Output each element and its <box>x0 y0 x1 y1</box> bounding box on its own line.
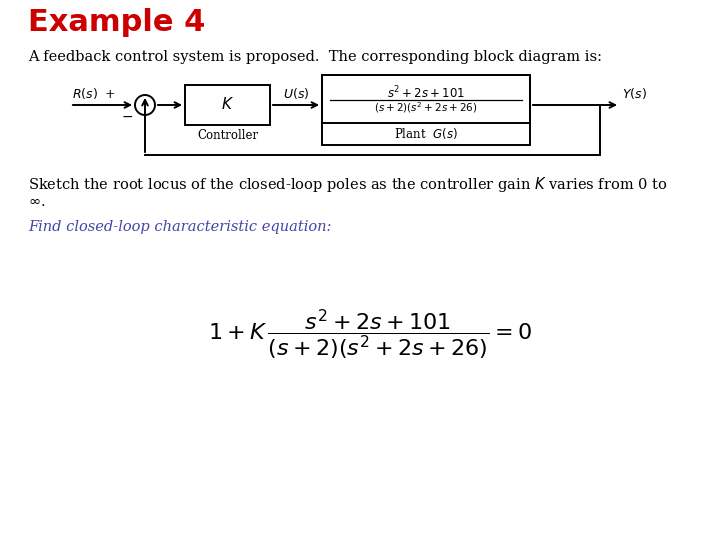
Text: $K$: $K$ <box>221 96 234 112</box>
Text: $-$: $-$ <box>121 109 133 123</box>
Text: $U(s)$: $U(s)$ <box>283 86 309 101</box>
Text: Plant  $G(s)$: Plant $G(s)$ <box>394 126 458 141</box>
Text: $(s+2)(s^2+2s+26)$: $(s+2)(s^2+2s+26)$ <box>374 100 478 116</box>
Text: $R(s)$  +: $R(s)$ + <box>72 86 116 101</box>
Text: $s^2+2s+101$: $s^2+2s+101$ <box>387 85 465 102</box>
Text: Sketch the root locus of the closed-loop poles as the controller gain $K$ varies: Sketch the root locus of the closed-loop… <box>28 175 667 194</box>
Bar <box>185 85 270 125</box>
Text: $1+K\,\dfrac{s^2+2s+101}{(s+2)(s^2+2s+26)}=0$: $1+K\,\dfrac{s^2+2s+101}{(s+2)(s^2+2s+26… <box>208 308 532 362</box>
Text: $Y(s)$: $Y(s)$ <box>622 86 647 101</box>
Text: Controller: Controller <box>197 129 258 142</box>
Text: A feedback control system is proposed.  The corresponding block diagram is:: A feedback control system is proposed. T… <box>28 50 602 64</box>
Bar <box>322 75 530 123</box>
Bar <box>322 75 530 145</box>
Text: $\infty$.: $\infty$. <box>28 195 45 209</box>
Text: Example 4: Example 4 <box>28 8 205 37</box>
Text: Find closed-loop characteristic equation:: Find closed-loop characteristic equation… <box>28 220 331 234</box>
